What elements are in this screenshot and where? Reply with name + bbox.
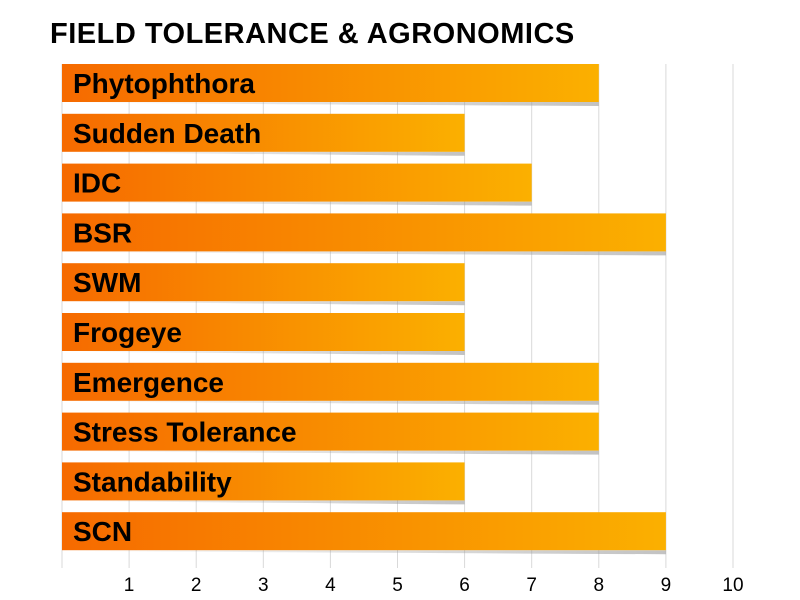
bar-rect bbox=[62, 313, 465, 351]
x-tick-label: 2 bbox=[191, 575, 202, 596]
bar-rect bbox=[62, 512, 666, 551]
chart-title: FIELD TOLERANCE & AGRONOMICS bbox=[50, 18, 575, 50]
bar-idc: IDC bbox=[62, 163, 532, 206]
bar-label: Phytophthora bbox=[73, 68, 255, 99]
bar-standability: Standability bbox=[62, 462, 465, 505]
bar-label: BSR bbox=[73, 217, 132, 248]
bars: Phytophthora Sudden Death IDC BSR SWM Frogeye… bbox=[62, 64, 666, 555]
bar-frogeye: Frogeye bbox=[62, 313, 465, 355]
bar-shadow bbox=[62, 201, 532, 206]
x-tick-label: 10 bbox=[722, 575, 743, 596]
x-tick-label: 8 bbox=[594, 575, 605, 596]
bar-rect bbox=[62, 113, 465, 152]
bar-label: Frogeye bbox=[73, 317, 182, 348]
bar-shadow bbox=[62, 251, 666, 256]
x-tick-label: 4 bbox=[325, 575, 336, 596]
bar-phytophthora: Phytophthora bbox=[62, 64, 599, 106]
bar-rect bbox=[62, 213, 666, 252]
bar-shadow bbox=[62, 400, 599, 405]
bar-shadow bbox=[62, 301, 465, 306]
bar-rect bbox=[62, 412, 599, 451]
bar-label: Emergence bbox=[73, 367, 224, 398]
bar-shadow bbox=[62, 500, 465, 505]
x-tick-label: 1 bbox=[124, 575, 135, 596]
bar-label: IDC bbox=[73, 168, 121, 199]
bar-emergence: Emergence bbox=[62, 362, 599, 405]
bar-swm: SWM bbox=[62, 263, 465, 306]
x-tick-label: 9 bbox=[661, 575, 672, 596]
x-tick-label: 6 bbox=[459, 575, 470, 596]
bar-rect bbox=[62, 362, 599, 401]
bar-shadow bbox=[62, 450, 599, 455]
x-tick-label: 5 bbox=[392, 575, 403, 596]
bar-label: SCN bbox=[73, 516, 132, 547]
bar-rect bbox=[62, 263, 465, 302]
bar-label: Sudden Death bbox=[73, 118, 261, 149]
bar-sudden-death: Sudden Death bbox=[62, 113, 465, 156]
bar-scn: SCN bbox=[62, 512, 666, 555]
bar-shadow bbox=[62, 550, 666, 555]
x-axis-ticks: 1 2 3 4 5 6 7 8 9 10 bbox=[124, 575, 744, 596]
bar-label: Stress Tolerance bbox=[73, 417, 297, 448]
bar-label: Standability bbox=[73, 466, 232, 497]
bar-shadow bbox=[62, 151, 465, 156]
x-tick-label: 3 bbox=[258, 575, 269, 596]
bar-rect bbox=[62, 163, 532, 202]
bar-rect bbox=[62, 462, 465, 501]
x-tick-label: 7 bbox=[526, 575, 537, 596]
bar-bsr: BSR bbox=[62, 213, 666, 256]
bar-shadow bbox=[62, 351, 465, 355]
bar-label: SWM bbox=[73, 267, 141, 298]
bar-shadow bbox=[62, 102, 599, 106]
bar-rect bbox=[62, 64, 599, 102]
bar-stress-tolerance: Stress Tolerance bbox=[62, 412, 599, 455]
